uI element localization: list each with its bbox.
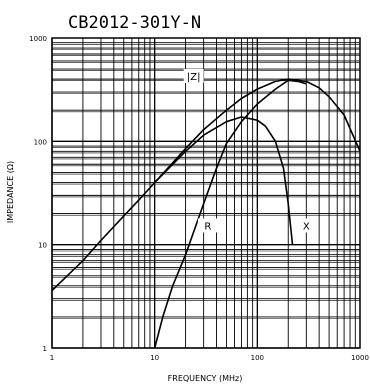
y-tick-label: 1000 [29, 35, 47, 43]
grid [51, 38, 360, 349]
y-tick-label: 10 [38, 242, 47, 250]
y-tick-label: 1 [43, 345, 47, 353]
x-tick-label: 10 [150, 354, 159, 362]
curve-label: R [204, 221, 211, 232]
curves [51, 78, 361, 349]
series-x-line [154, 116, 294, 245]
curve-label-bg [183, 68, 204, 83]
chart-title: CB2012-301Y-N [68, 13, 201, 33]
curve-labels: |Z| R X [183, 68, 317, 233]
x-tick-label: 1000 [351, 354, 369, 362]
curve-label-bg [296, 218, 317, 233]
x-tick-label: 100 [251, 354, 264, 362]
curve-label: |Z| [187, 72, 201, 83]
series-r-line [153, 79, 307, 349]
x-axis-label: FREQUENCY (MHz) [168, 374, 243, 383]
curve-label-bg [197, 218, 218, 233]
series-z-line [51, 78, 361, 292]
tick-labels: 1 10 100 1000 1 10 100 1000 [29, 35, 369, 362]
plot-frame [51, 37, 361, 349]
y-tick-label: 100 [34, 138, 47, 146]
x-tick-label: 1 [50, 354, 54, 362]
y-axis-label: IMPEDANCE (Ω) [6, 161, 15, 223]
curve-label: X [303, 221, 310, 232]
